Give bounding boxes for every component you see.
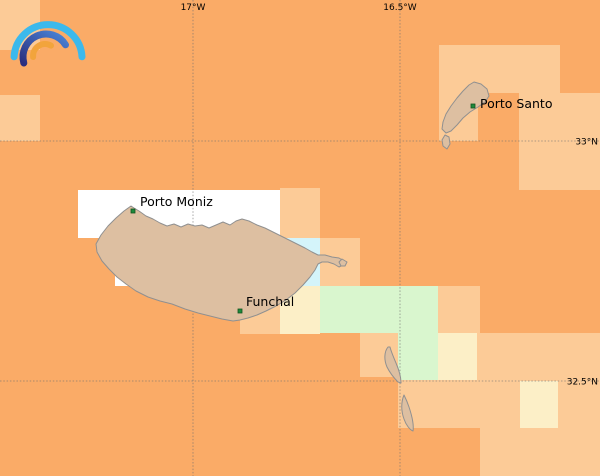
logo-arc-inner bbox=[30, 41, 54, 60]
logo-arc-outer bbox=[10, 21, 86, 61]
city-label-porto-moniz[interactable]: Porto Moniz bbox=[140, 194, 213, 209]
longitude-label: 16.5°W bbox=[383, 3, 417, 13]
forecast-tile-green bbox=[320, 286, 440, 333]
forecast-tile-cream bbox=[438, 333, 477, 380]
city-label-porto-santo[interactable]: Porto Santo bbox=[480, 96, 552, 111]
forecast-tile-light bbox=[439, 45, 560, 93]
latitude-label: 32.5°N bbox=[567, 378, 598, 388]
forecast-tile-light bbox=[519, 93, 600, 190]
forecast-tile-light bbox=[0, 95, 40, 141]
forecast-tile-light bbox=[438, 286, 480, 333]
logo-arc-middle bbox=[19, 30, 69, 67]
latitude-label: 33°N bbox=[575, 138, 598, 148]
forecast-tile-cream bbox=[520, 381, 558, 428]
island-madeira bbox=[95, 205, 345, 322]
rainbow-logo[interactable] bbox=[0, 0, 100, 72]
island-deserta-grande bbox=[384, 346, 402, 384]
forecast-tile-light bbox=[480, 428, 600, 476]
city-marker-funchal[interactable] bbox=[237, 308, 243, 314]
forecast-tile-light bbox=[280, 188, 320, 238]
city-marker-porto-moniz[interactable] bbox=[130, 208, 136, 214]
island-madeira-east-islet bbox=[338, 258, 348, 267]
island-porto-santo bbox=[441, 81, 490, 134]
forecast-tile-light bbox=[477, 333, 600, 380]
city-label-funchal[interactable]: Funchal bbox=[246, 294, 294, 309]
forecast-tile-light bbox=[398, 380, 600, 428]
forecast-tile-green bbox=[398, 333, 438, 380]
longitude-label: 17°W bbox=[181, 3, 206, 13]
city-marker-porto-santo[interactable] bbox=[470, 103, 476, 109]
island-porto-santo-islet bbox=[441, 134, 451, 150]
island-bugio bbox=[401, 394, 414, 432]
